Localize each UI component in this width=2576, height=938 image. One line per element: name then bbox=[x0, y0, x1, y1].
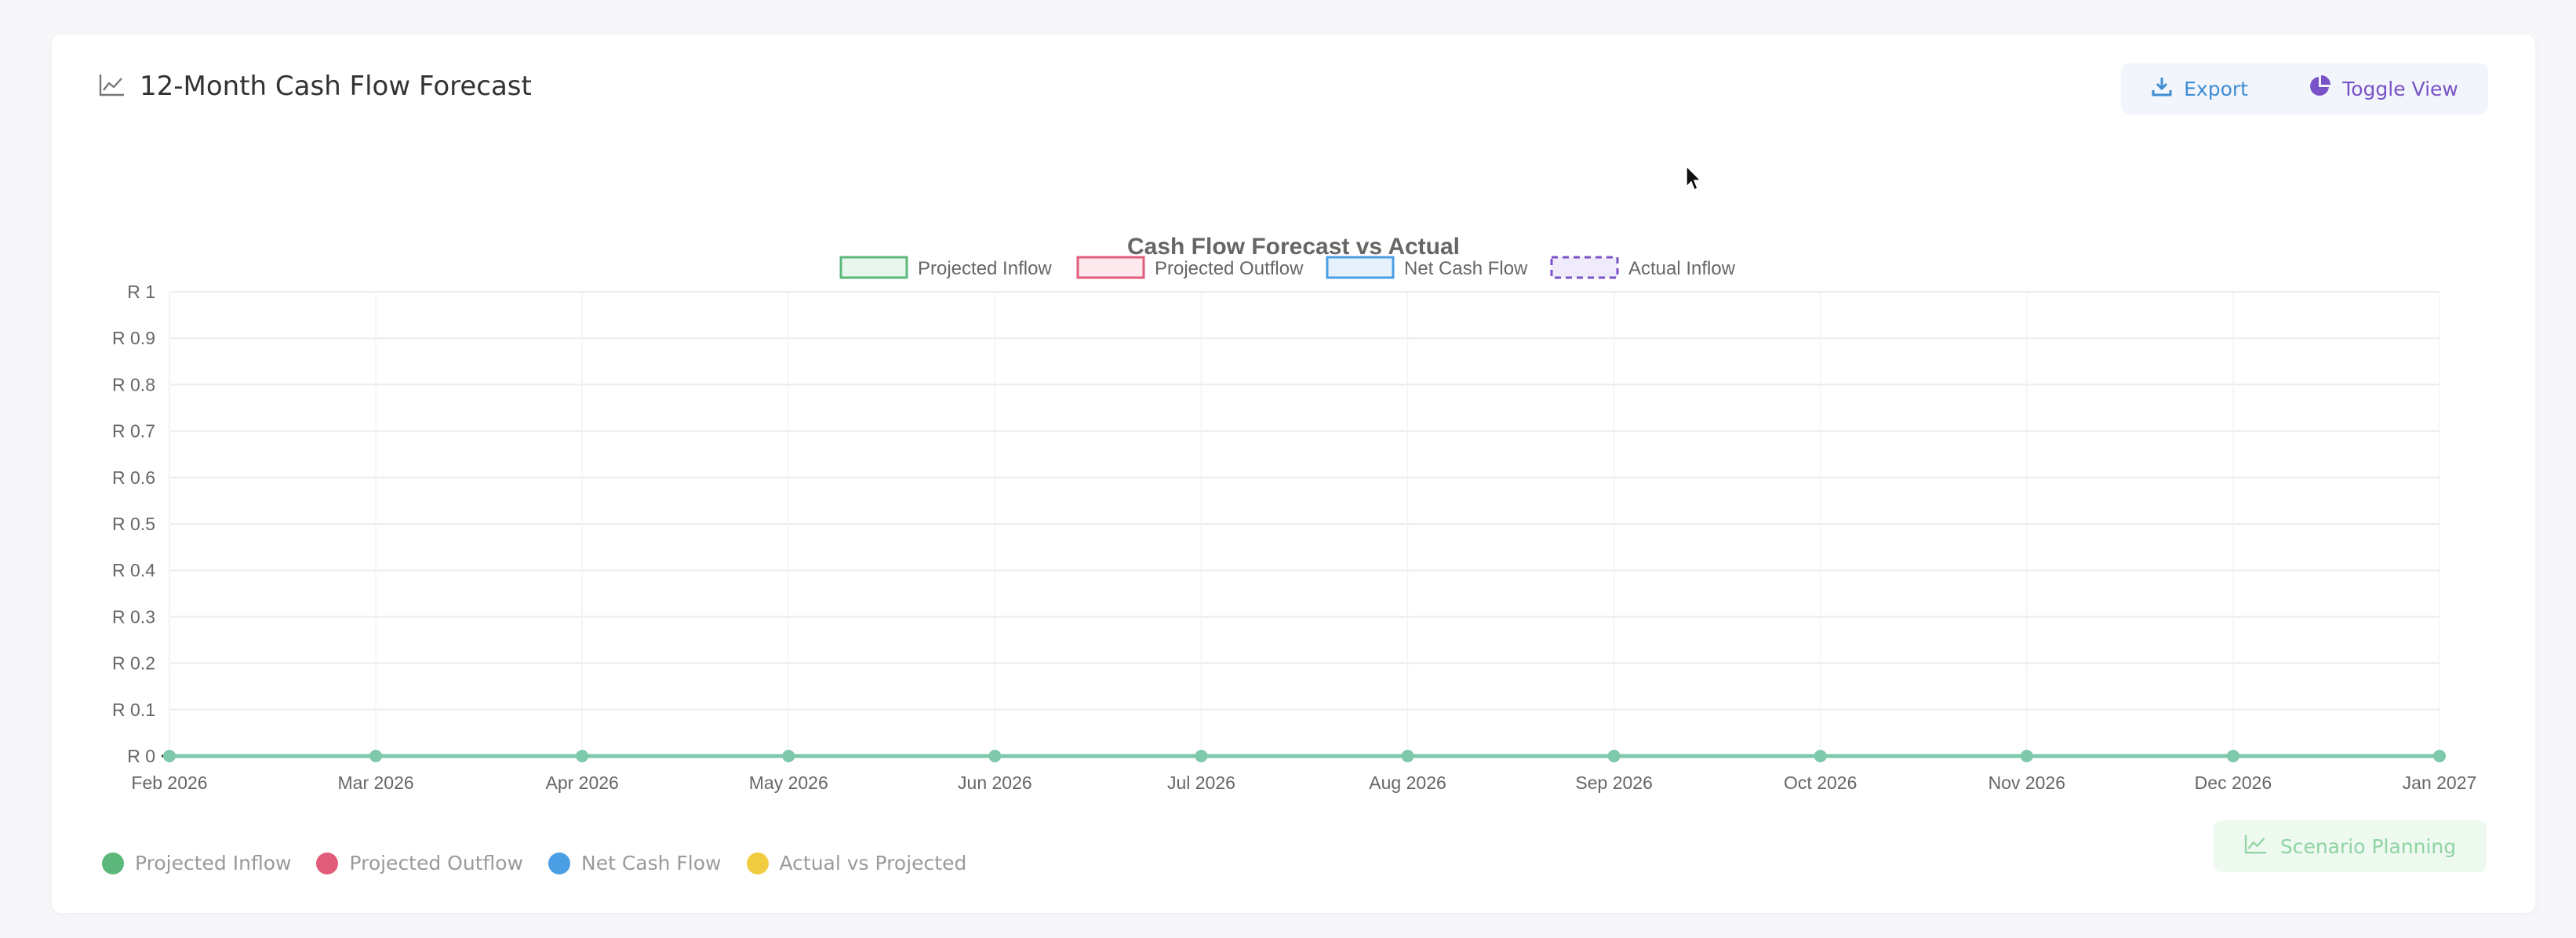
legend-swatch bbox=[1326, 256, 1395, 279]
x-tick-label: Sep 2026 bbox=[1575, 773, 1652, 793]
card-title: 12-Month Cash Flow Forecast bbox=[140, 71, 532, 102]
legend-label: Projected Inflow bbox=[918, 258, 1052, 279]
chart-title: Cash Flow Forecast vs Actual bbox=[1127, 234, 1460, 260]
legend-label: Projected Inflow bbox=[135, 852, 292, 874]
x-tick-label: May 2026 bbox=[749, 773, 828, 793]
x-tick-label: Apr 2026 bbox=[546, 773, 619, 793]
x-tick-label: Dec 2026 bbox=[2195, 773, 2272, 793]
legend-swatch bbox=[1076, 256, 1145, 279]
legend-label: Actual vs Projected bbox=[779, 852, 967, 874]
export-label: Export bbox=[2184, 77, 2248, 100]
chart-legend-item[interactable]: Projected Inflow bbox=[839, 256, 1052, 279]
chart-legend-item[interactable]: Projected Outflow bbox=[1076, 256, 1304, 279]
legend-label: Projected Outflow bbox=[1155, 258, 1304, 279]
legend-projected-inflow[interactable]: Projected Inflow bbox=[102, 852, 291, 874]
data-point[interactable] bbox=[1607, 750, 1621, 762]
data-point[interactable] bbox=[163, 750, 176, 762]
y-tick-label: R 0.4 bbox=[112, 560, 155, 580]
y-tick-label: R 0.3 bbox=[112, 606, 155, 627]
card-header: 12-Month Cash Flow Forecast bbox=[99, 71, 532, 102]
legend-label: Net Cash Flow bbox=[1404, 258, 1528, 279]
x-tick-label: Aug 2026 bbox=[1369, 773, 1446, 793]
data-point[interactable] bbox=[1195, 750, 1208, 762]
data-point[interactable] bbox=[2226, 750, 2239, 762]
y-tick-label: R 0.1 bbox=[112, 700, 155, 720]
legend-dot-icon bbox=[102, 852, 124, 874]
data-point[interactable] bbox=[1401, 750, 1414, 762]
legend-dot-icon bbox=[548, 852, 570, 874]
line-chart-icon bbox=[2244, 834, 2268, 859]
y-tick-label: R 0.6 bbox=[112, 467, 155, 488]
chart-legend-item[interactable]: Actual Inflow bbox=[1550, 256, 1736, 279]
x-tick-label: Jan 2027 bbox=[2403, 773, 2477, 793]
line-chart-icon bbox=[99, 73, 126, 100]
data-point[interactable] bbox=[2433, 750, 2446, 762]
x-tick-label: Nov 2026 bbox=[1988, 773, 2065, 793]
scenario-planning-button[interactable]: Scenario Planning bbox=[2214, 820, 2487, 872]
legend-dot-icon bbox=[316, 852, 339, 874]
y-tick-label: R 0 bbox=[127, 746, 155, 766]
legend-label: Projected Outflow bbox=[349, 852, 523, 874]
legend-label: Net Cash Flow bbox=[581, 852, 722, 874]
x-tick-label: Feb 2026 bbox=[131, 773, 207, 793]
cash-flow-chart: Cash Flow Forecast vs Actual Projected I… bbox=[112, 234, 2477, 793]
x-tick-label: Mar 2026 bbox=[338, 773, 414, 793]
export-button[interactable]: Export bbox=[2151, 75, 2248, 102]
cash-flow-card: 12-Month Cash Flow Forecast Export Toggl… bbox=[52, 35, 2535, 913]
mouse-cursor-icon bbox=[1686, 165, 1702, 191]
legend-actual-vs-projected[interactable]: Actual vs Projected bbox=[746, 852, 967, 874]
pie-chart-icon bbox=[2308, 75, 2331, 103]
x-tick-label: Jul 2026 bbox=[1167, 773, 1235, 793]
data-point[interactable] bbox=[782, 750, 795, 762]
data-point[interactable] bbox=[576, 750, 589, 762]
y-tick-label: R 1 bbox=[127, 282, 155, 302]
legend-label: Actual Inflow bbox=[1628, 258, 1736, 279]
data-point[interactable] bbox=[2020, 750, 2033, 762]
chart-toolbar: Export Toggle View bbox=[2121, 63, 2488, 115]
x-tick-label: Oct 2026 bbox=[1784, 773, 1857, 793]
y-tick-label: R 0.5 bbox=[112, 514, 155, 534]
scenario-planning-label: Scenario Planning bbox=[2279, 834, 2457, 858]
y-tick-label: R 0.8 bbox=[112, 374, 155, 394]
legend-swatch bbox=[839, 256, 908, 279]
legend-projected-outflow[interactable]: Projected Outflow bbox=[316, 852, 523, 874]
download-icon bbox=[2151, 75, 2173, 102]
data-point[interactable] bbox=[369, 750, 383, 762]
legend-net-cash-flow[interactable]: Net Cash Flow bbox=[548, 852, 722, 874]
data-point[interactable] bbox=[988, 750, 1002, 762]
legend-swatch bbox=[1550, 256, 1619, 279]
chart-legend-item[interactable]: Net Cash Flow bbox=[1326, 256, 1528, 279]
data-point[interactable] bbox=[1814, 750, 1827, 762]
y-tick-label: R 0.7 bbox=[112, 421, 155, 442]
y-tick-label: R 0.2 bbox=[112, 653, 155, 674]
y-tick-label: R 0.9 bbox=[112, 328, 155, 348]
x-tick-label: Jun 2026 bbox=[958, 773, 1032, 793]
toggle-view-button[interactable]: Toggle View bbox=[2308, 75, 2458, 103]
toggle-view-label: Toggle View bbox=[2342, 77, 2458, 100]
legend-dot-icon bbox=[746, 852, 769, 874]
bottom-legend: Projected Inflow Projected Outflow Net C… bbox=[102, 852, 966, 874]
